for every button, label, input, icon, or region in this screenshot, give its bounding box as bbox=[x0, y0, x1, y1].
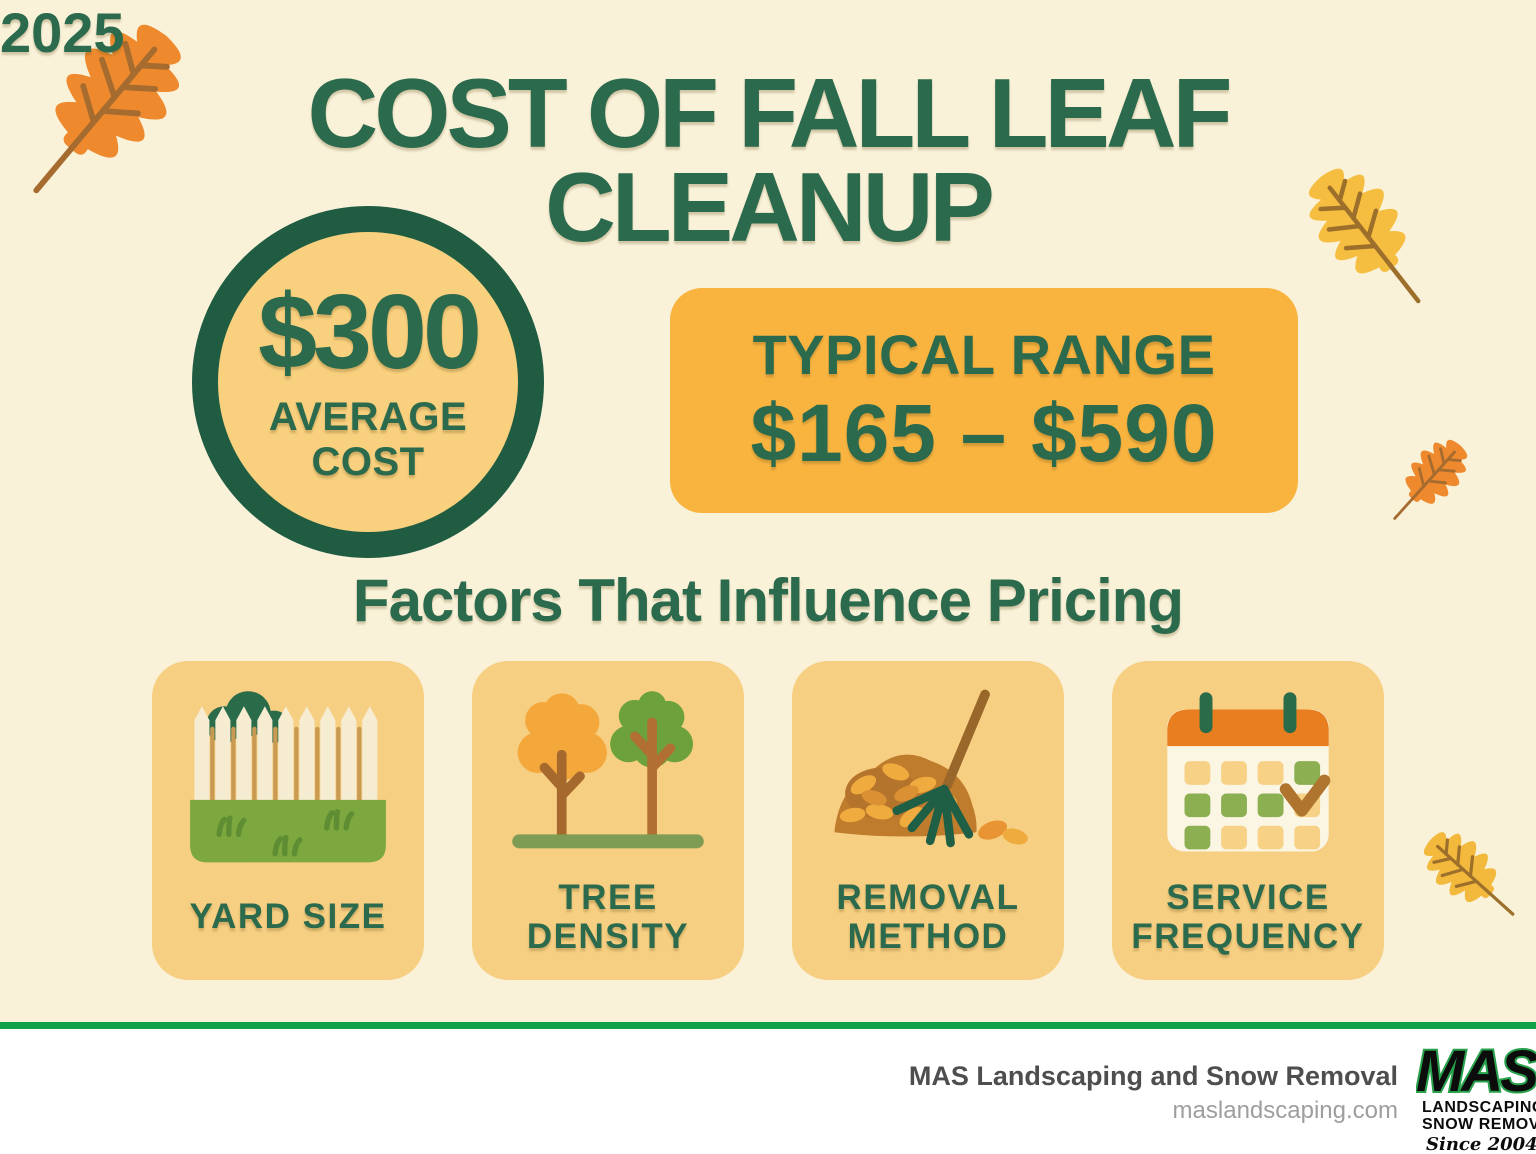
calendar-icon bbox=[1167, 692, 1331, 852]
mas-logo-wordmark: MAS bbox=[1414, 1037, 1536, 1106]
average-cost-amount: $300 bbox=[258, 273, 482, 392]
factor-label: REMOVAL METHOD bbox=[836, 877, 1020, 956]
mas-logo: MAS LANDSCAPING SNOW REMOVAL Since 2004 bbox=[1414, 1037, 1536, 1154]
footer: MAS Landscaping and Snow Removal masland… bbox=[0, 1029, 1536, 1154]
company-name: MAS Landscaping and Snow Removal bbox=[908, 1061, 1398, 1091]
typical-range-panel: TYPICAL RANGE $165 – $590 bbox=[670, 288, 1298, 513]
factor-label: TREE DENSITY bbox=[526, 877, 690, 956]
typical-range-label: TYPICAL RANGE bbox=[752, 322, 1216, 386]
mas-logo-lines: LANDSCAPING SNOW REMOVAL bbox=[1422, 1099, 1536, 1133]
tree-density-icon bbox=[512, 691, 704, 849]
orange-oak-leaf-icon bbox=[1364, 416, 1492, 546]
rake-leaf-pile-icon bbox=[834, 689, 1028, 848]
page-title-line1: COST OF FALL LEAF bbox=[307, 57, 1232, 168]
factor-cards: YARD SIZE TREE DE bbox=[152, 661, 1384, 980]
factor-card-tree-density: TREE DENSITY bbox=[472, 661, 744, 980]
factor-label: SERVICE FREQUENCY bbox=[1131, 877, 1365, 956]
average-cost-badge: $300 AVERAGE COST bbox=[192, 206, 544, 558]
yellow-oak-leaf-icon bbox=[1397, 804, 1536, 949]
mas-logo-text: MAS bbox=[1416, 1045, 1536, 1101]
factors-heading: Factors That Influence Pricing bbox=[352, 567, 1184, 634]
page-title: COST OF FALL LEAF CLEANUP bbox=[0, 57, 1536, 262]
average-cost-label: AVERAGE COST bbox=[268, 395, 468, 484]
factor-card-service-frequency: SERVICE FREQUENCY bbox=[1112, 661, 1384, 980]
factor-card-yard-size: YARD SIZE bbox=[152, 661, 424, 980]
typical-range-value: $165 – $590 bbox=[750, 387, 1218, 479]
mas-logo-since: Since 2004 bbox=[1426, 1133, 1536, 1154]
yard-size-fence-icon bbox=[190, 691, 386, 863]
footer-divider bbox=[0, 1022, 1536, 1029]
factor-label: YARD SIZE bbox=[189, 897, 387, 937]
page-title-line2: CLEANUP bbox=[545, 151, 995, 262]
year-label: 2025 bbox=[0, 1, 125, 64]
factor-card-removal-method: REMOVAL METHOD bbox=[792, 661, 1064, 980]
website-url: maslandscaping.com bbox=[1172, 1097, 1398, 1124]
